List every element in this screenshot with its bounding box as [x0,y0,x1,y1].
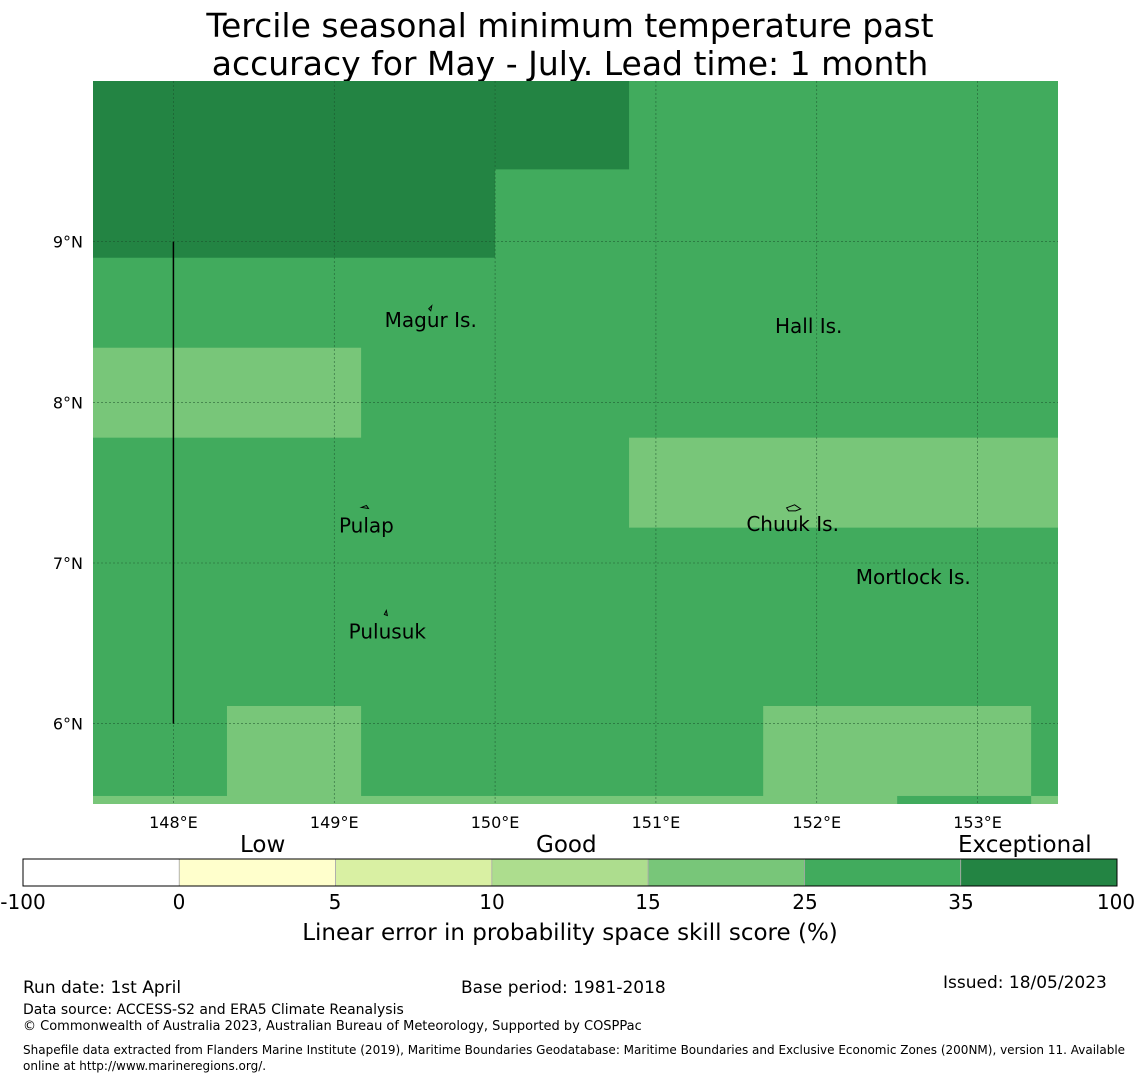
shapefile-credit-line2: online at http://www.marineregions.org/. [23,1059,267,1073]
colorbar-tick: 25 [792,890,818,914]
place-label: Mortlock Is. [856,565,971,589]
chart-title-line2: accuracy for May - July. Lead time: 1 mo… [211,44,929,83]
island-outline [428,304,433,312]
colorbar-segment [335,858,493,887]
skill-cell-good-light [629,437,1058,528]
skill-cell-exceptional [495,81,630,170]
colorbar-segment [647,858,805,887]
place-label: Hall Is. [775,314,842,338]
skill-cell-exceptional [93,81,496,258]
lon-tick-label: 150°E [471,813,520,830]
copyright: © Commonwealth of Australia 2023, Austra… [23,1019,642,1034]
lat-tick-label: 9°N [53,233,83,252]
colorbar-tick: -100 [0,890,46,914]
colorbar-tick: 100 [1096,890,1136,914]
colorbar-tick: 0 [172,890,186,914]
colorbar-segment [804,858,962,887]
chart-title-line1: Tercile seasonal minimum temperature pas… [206,6,934,45]
run-date: Run date: 1st April [23,978,182,998]
lon-tick-label: 149°E [310,813,359,830]
colorbar-label: Linear error in probability space skill … [302,920,838,946]
map-plot: 148°E 149°E 150°E 151°E 152°E 153°E 9°N 8°N 7°N 6… [53,81,1058,830]
colorbar-segment [491,858,649,887]
lon-tick-label: 152°E [792,813,841,830]
colorbar-frame [22,858,1118,887]
skill-cell-good [897,795,1032,804]
lat-tick-label: 7°N [53,554,83,573]
lon-tick-label: 153°E [953,813,1002,830]
lat-tick-label: 6°N [53,715,83,734]
category-exceptional: Exceptional [958,832,1092,858]
place-label: Pulap [339,513,394,537]
place-label: Pulusuk [349,619,427,643]
skill-cell-good-light [763,705,1032,804]
colorbar-tick: 5 [328,890,342,914]
skill-cell-good-light [226,705,362,804]
place-label: Chuuk Is. [746,512,839,536]
island-outline [785,504,802,512]
island-outline [383,608,388,617]
lon-tick-label: 148°E [149,813,198,830]
lon-tick-label: 151°E [632,813,681,830]
colorbar-tick: 10 [479,890,505,914]
issued-date: Issued: 18/05/2023 [943,973,1107,993]
colorbar-segment [22,858,180,887]
place-label: Magur Is. [385,308,477,332]
colorbar [22,858,1118,887]
shapefile-credit-line1: Shapefile data extracted from Flanders M… [23,1043,1126,1057]
skill-cell-good-light [93,347,362,438]
base-period: Base period: 1981-2018 [461,978,666,998]
category-low: Low [240,832,286,858]
colorbar-tick: 35 [948,890,974,914]
category-good: Good [536,832,597,858]
colorbar-segment [178,858,336,887]
colorbar-segment [960,858,1118,887]
data-source: Data source: ACCESS-S2 and ERA5 Climate … [23,1002,404,1018]
lat-tick-label: 8°N [53,393,83,412]
island-outline [359,504,370,510]
colorbar-tick: 15 [635,890,661,914]
skill-cell-good-light [93,795,1058,804]
